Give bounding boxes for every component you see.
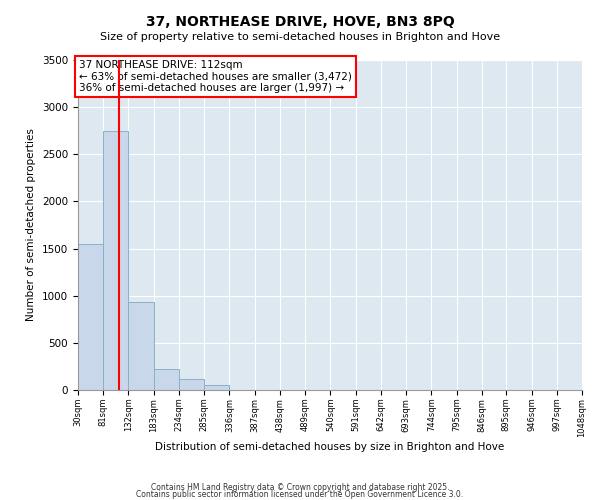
Text: 37, NORTHEASE DRIVE, HOVE, BN3 8PQ: 37, NORTHEASE DRIVE, HOVE, BN3 8PQ — [146, 15, 454, 29]
Text: 37 NORTHEASE DRIVE: 112sqm
← 63% of semi-detached houses are smaller (3,472)
36%: 37 NORTHEASE DRIVE: 112sqm ← 63% of semi… — [79, 60, 352, 93]
Bar — [103, 130, 128, 390]
Text: Contains HM Land Registry data © Crown copyright and database right 2025.: Contains HM Land Registry data © Crown c… — [151, 484, 449, 492]
Bar — [128, 302, 154, 390]
Bar — [204, 386, 229, 390]
Y-axis label: Number of semi-detached properties: Number of semi-detached properties — [26, 128, 37, 322]
Text: Size of property relative to semi-detached houses in Brighton and Hove: Size of property relative to semi-detach… — [100, 32, 500, 42]
Text: Contains public sector information licensed under the Open Government Licence 3.: Contains public sector information licen… — [136, 490, 464, 499]
Bar — [154, 370, 179, 390]
Bar — [78, 244, 103, 390]
X-axis label: Distribution of semi-detached houses by size in Brighton and Hove: Distribution of semi-detached houses by … — [155, 442, 505, 452]
Bar — [179, 378, 204, 390]
